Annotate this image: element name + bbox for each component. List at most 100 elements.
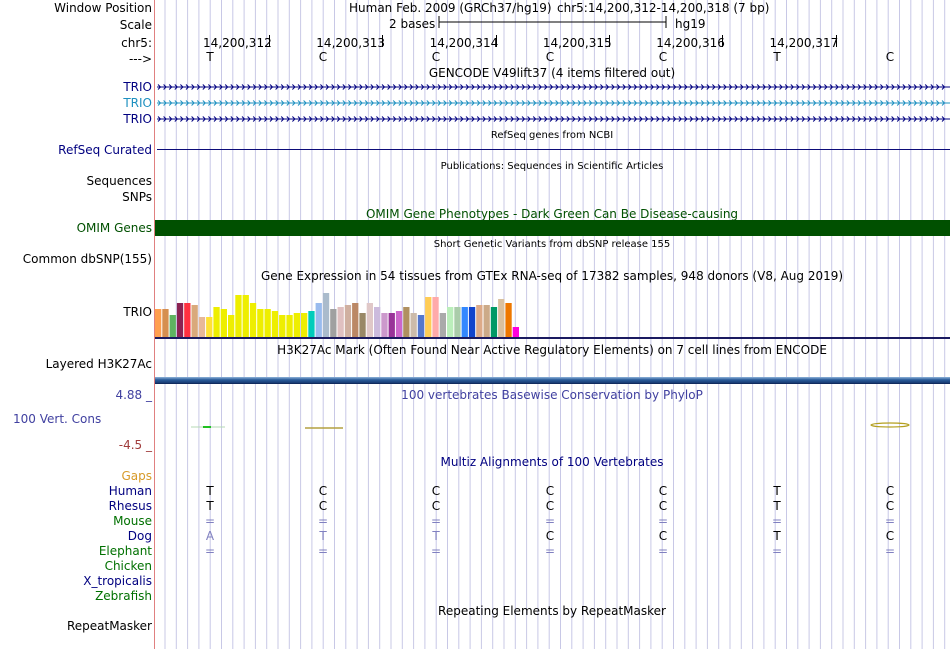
alignment-base: T <box>432 529 440 543</box>
gtex-tissue-bar <box>388 313 395 337</box>
gtex-tissue-bar <box>483 305 490 337</box>
alignment-base: C <box>431 484 441 498</box>
gtex-tissue-bar <box>308 311 315 337</box>
gtex-tissue-bar <box>279 315 286 337</box>
refseq-track-title: RefSeq genes from NCBI <box>490 130 614 141</box>
gtex-tissue-bar <box>476 305 483 337</box>
species-label[interactable]: Dog <box>127 529 152 543</box>
alignment-base: C <box>545 529 555 543</box>
gtex-tissue-bar <box>359 313 366 337</box>
base-letter: C <box>885 50 895 64</box>
species-label[interactable]: Elephant <box>98 544 152 558</box>
base-letter: C <box>431 50 441 64</box>
alignment-base: C <box>545 499 555 513</box>
gtex-tissue-bar <box>213 307 220 337</box>
snps-label[interactable]: SNPs <box>122 190 152 204</box>
species-label[interactable]: Human <box>108 484 152 498</box>
gtex-tissue-bar <box>344 305 352 337</box>
gaps-label[interactable]: Gaps <box>121 469 152 483</box>
species-label[interactable]: X_tropicalis <box>83 574 152 588</box>
alignment-base: = <box>544 514 556 528</box>
omim-label[interactable]: OMIM Genes <box>76 221 152 235</box>
gtex-tissue-bar <box>454 307 461 337</box>
species-label[interactable]: Zebrafish <box>95 589 152 603</box>
gtex-tissue-bar <box>271 311 279 337</box>
alignment-base: T <box>319 529 327 543</box>
gtex-tissue-bar <box>468 307 476 337</box>
strand-label: ---> <box>128 52 152 66</box>
gtex-track-title: Gene Expression in 54 tissues from GTEx … <box>260 269 844 283</box>
dbsnp-label[interactable]: Common dbSNP(155) <box>22 252 152 266</box>
gtex-tissue-bar <box>330 309 337 337</box>
phylop-max-label: 4.88 _ <box>115 388 152 402</box>
gtex-tissue-bar <box>337 307 344 337</box>
phylop-min-label: -4.5 _ <box>118 438 152 452</box>
coordinate-tick <box>722 35 724 47</box>
alignment-base: C <box>885 529 895 543</box>
alignment-base: T <box>206 499 214 513</box>
gtex-tissue-bar <box>395 311 403 337</box>
db-label: hg19 <box>675 17 706 31</box>
alignment-base: C <box>658 499 668 513</box>
gencode-transcript-label[interactable]: TRIO <box>123 80 152 94</box>
coordinate-label: 14,200,315 <box>542 36 612 50</box>
gtex-tissue-bar <box>169 315 176 337</box>
gencode-transcript-line[interactable] <box>157 81 950 93</box>
position-readout[interactable]: chr5:14,200,312-14,200,318 (7 bp) <box>557 1 770 15</box>
base-letter: T <box>206 50 214 64</box>
species-label[interactable]: Rhesus <box>108 499 152 513</box>
gtex-tissue-bar <box>301 313 308 337</box>
alignment-base: T <box>773 499 781 513</box>
gtex-tissue-bar <box>155 309 162 337</box>
omim-gene-bar[interactable] <box>155 220 950 236</box>
repeatmasker-track-title: Repeating Elements by RepeatMasker <box>438 604 666 618</box>
alignment-base: C <box>318 484 328 498</box>
alignment-base: = <box>657 514 669 528</box>
refseq-gene-line[interactable] <box>157 149 950 150</box>
alignment-base: = <box>430 544 442 558</box>
species-label[interactable]: Chicken <box>104 559 152 573</box>
alignment-base: C <box>431 499 441 513</box>
scale-value: 2 bases <box>389 17 436 31</box>
repeatmasker-label[interactable]: RepeatMasker <box>66 619 152 633</box>
alignment-base: = <box>317 514 329 528</box>
alignment-base: T <box>206 484 214 498</box>
alignment-base: T <box>773 484 781 498</box>
alignment-base: = <box>204 544 216 558</box>
base-letter: C <box>658 50 668 64</box>
gtex-tissue-bar <box>505 303 512 337</box>
gtex-tissue-bar <box>461 307 468 337</box>
alignment-base: T <box>773 529 781 543</box>
base-letter: C <box>318 50 328 64</box>
alignment-base: A <box>205 529 215 543</box>
alignment-base: C <box>658 529 668 543</box>
gtex-tissue-bar <box>264 309 271 337</box>
alignment-base: C <box>885 484 895 498</box>
gencode-transcript-label[interactable]: TRIO <box>123 112 152 126</box>
phylop-signal[interactable] <box>155 418 950 432</box>
gencode-transcript-line[interactable] <box>157 97 950 109</box>
base-letter: T <box>773 50 781 64</box>
multiz-track-title: Multiz Alignments of 100 Vertebrates <box>440 455 664 469</box>
gtex-tissue-bar <box>191 305 198 337</box>
coordinate-label: 14,200,314 <box>429 36 499 50</box>
alignment-base: = <box>544 544 556 558</box>
phylop-label[interactable]: 100 Vert. Cons <box>13 412 102 426</box>
refseq-label[interactable]: RefSeq Curated <box>58 143 152 157</box>
phylop-track-title: 100 vertebrates Basewise Conservation by… <box>401 388 703 402</box>
gtex-tissue-bar <box>410 313 417 337</box>
gtex-tissue-bar <box>417 315 425 337</box>
alignment-base: C <box>545 484 555 498</box>
gtex-tissue-bar <box>242 295 249 337</box>
gtex-label[interactable]: TRIO <box>123 305 152 319</box>
sequences-label[interactable]: Sequences <box>86 174 152 188</box>
h3k27ac-signal[interactable] <box>155 377 950 384</box>
species-label[interactable]: Mouse <box>113 514 152 528</box>
alignment-base: C <box>318 499 328 513</box>
gencode-transcript-label[interactable]: TRIO <box>123 96 152 110</box>
h3k27ac-label[interactable]: Layered H3K27Ac <box>45 357 152 371</box>
coordinate-label: 14,200,316 <box>656 36 725 50</box>
gtex-tissue-bars[interactable] <box>155 283 535 337</box>
scale-label: Scale <box>119 18 152 32</box>
gencode-transcript-line[interactable] <box>157 113 950 125</box>
